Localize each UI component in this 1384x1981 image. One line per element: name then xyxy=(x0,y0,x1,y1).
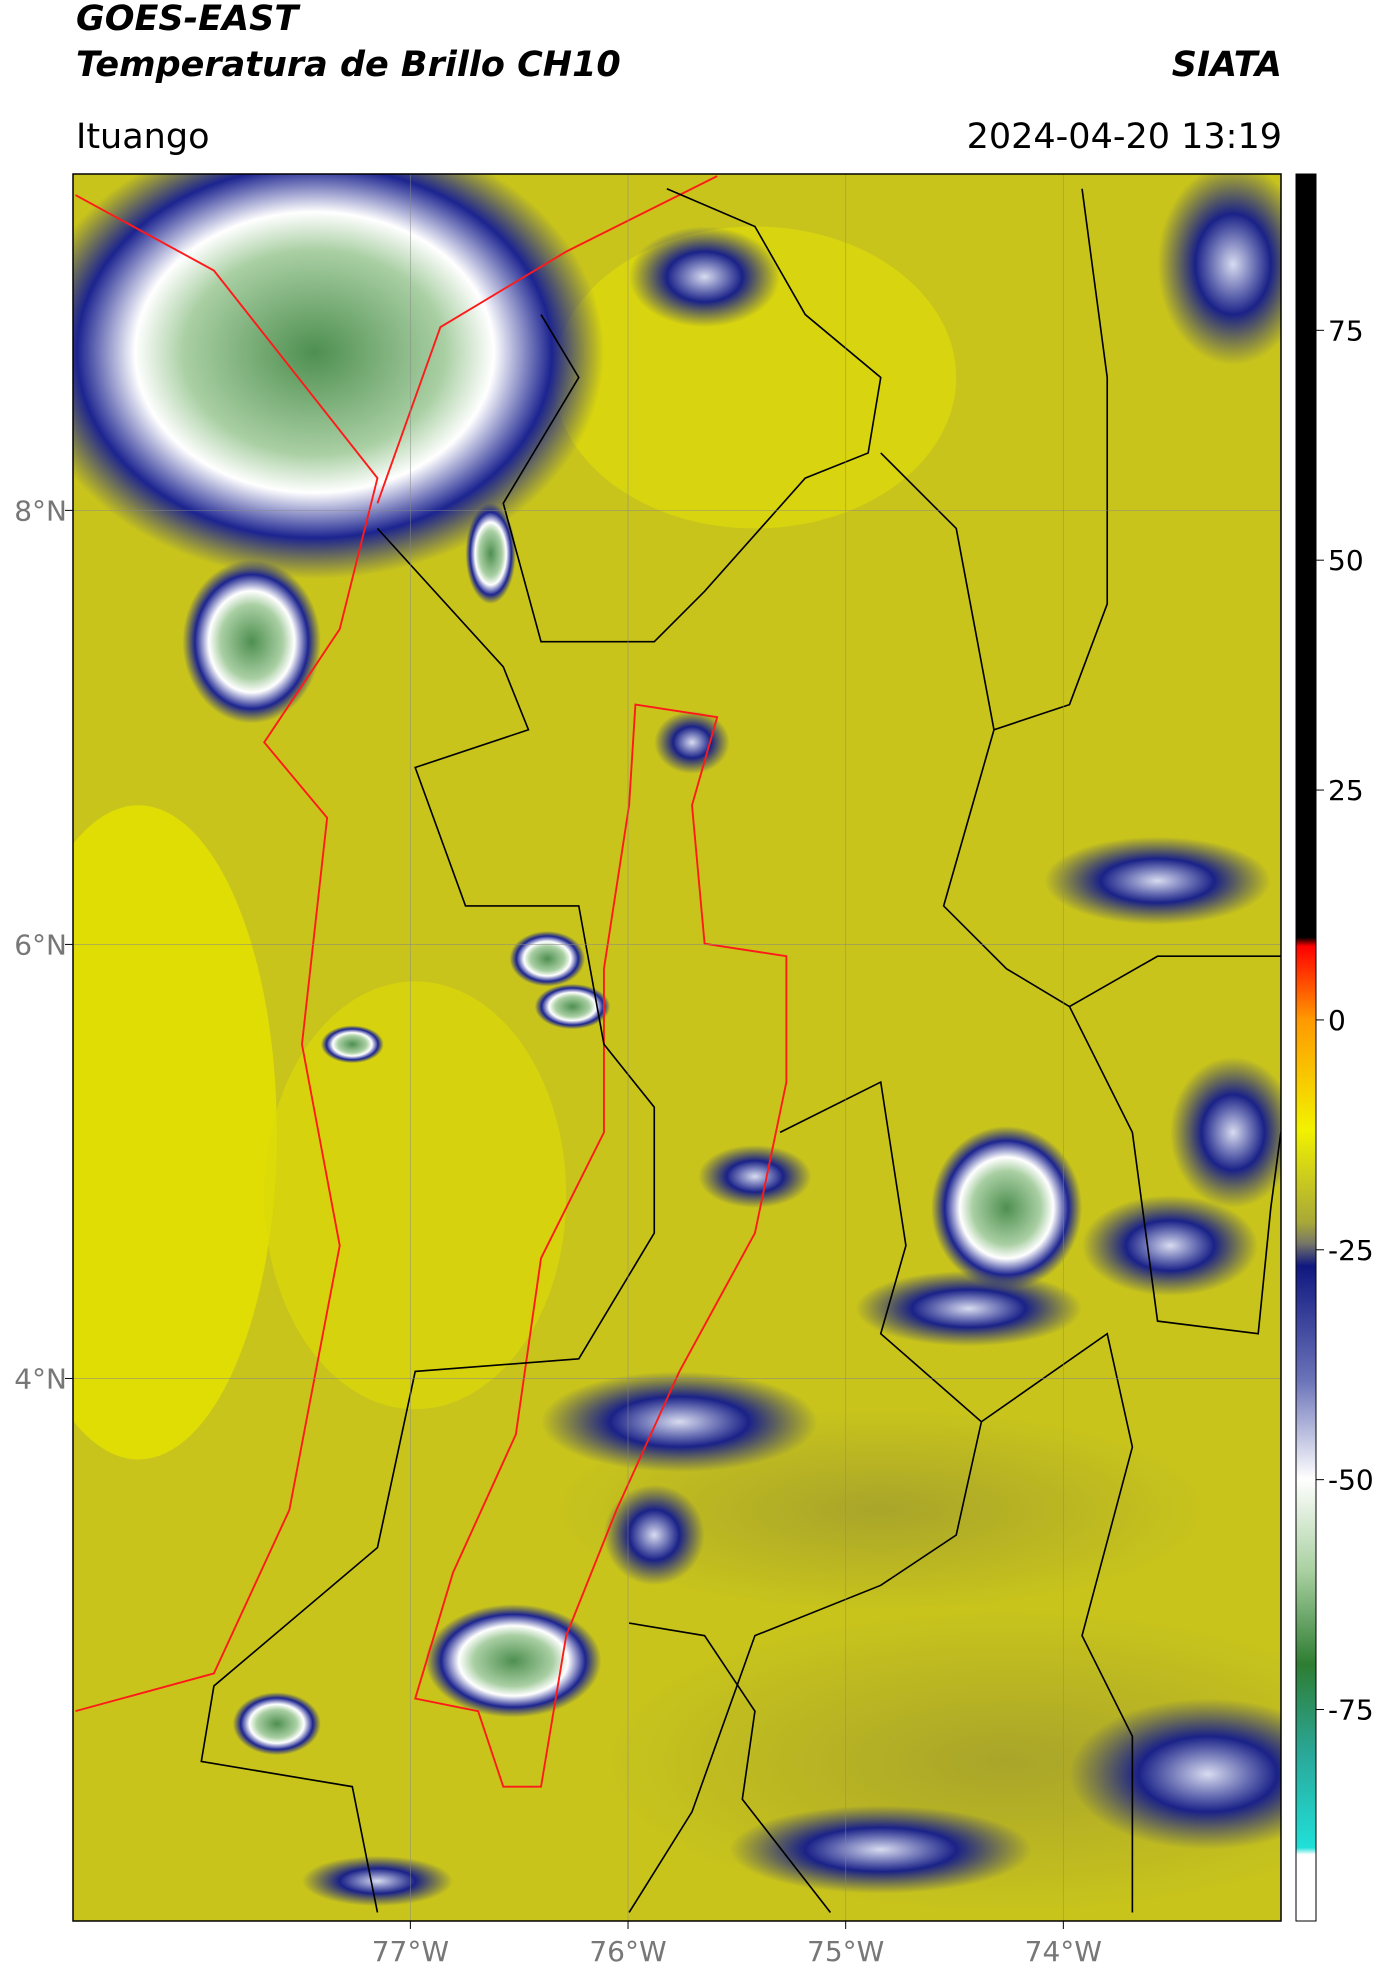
lat-tick-label: 4°N xyxy=(14,1362,67,1395)
colorbar-tick-label: 50 xyxy=(1328,544,1364,577)
datetime: 2024-04-20 13:19 xyxy=(967,117,1282,157)
product-title: Temperatura de Brillo CH10 xyxy=(76,45,621,85)
map-frame xyxy=(72,173,1282,1922)
lon-tick-label: 76°W xyxy=(589,1935,666,1968)
map-field xyxy=(73,174,1281,1921)
location: Ituango xyxy=(76,117,210,157)
cloud-features xyxy=(73,174,1281,1913)
agency: SIATA xyxy=(1172,45,1282,85)
colorbar-tick-label: 25 xyxy=(1328,774,1364,807)
lon-tick-label: 74°W xyxy=(1025,1935,1102,1968)
colorbar-tick-label: -50 xyxy=(1328,1464,1374,1497)
graticule xyxy=(73,174,1281,1921)
satellite-title: GOES-EAST xyxy=(76,0,301,39)
lon-tick-label: 77°W xyxy=(372,1935,449,1968)
lon-tick-label: 75°W xyxy=(807,1935,884,1968)
colorbar-tick-label: -25 xyxy=(1328,1234,1374,1267)
colorbar xyxy=(1295,173,1317,1922)
lat-tick-label: 8°N xyxy=(14,494,67,527)
colorbar-tick-label: 0 xyxy=(1328,1004,1346,1037)
colorbar-tick-label: -75 xyxy=(1328,1694,1374,1727)
colorbar-tick-label: 75 xyxy=(1328,314,1364,347)
lat-tick-label: 6°N xyxy=(14,928,67,961)
